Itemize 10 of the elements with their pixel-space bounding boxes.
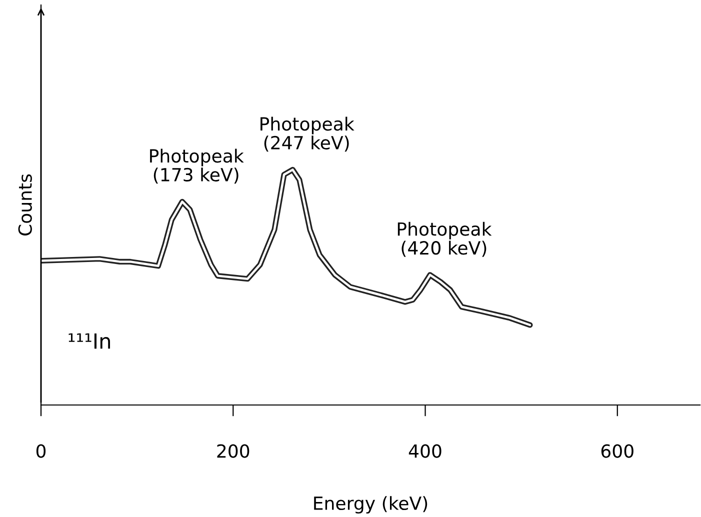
x-tick-label: 400 xyxy=(408,444,442,458)
annotation: Photopeak (420 keV) xyxy=(398,222,492,257)
x-tick-label: 200 xyxy=(217,444,250,458)
annotation: Photopeak (247 keV) xyxy=(260,116,354,152)
x-tick-label: 600 xyxy=(601,444,634,458)
y-axis-title: Counts xyxy=(18,174,32,236)
x-tick-label: 0 xyxy=(36,444,46,458)
x-axis-title: Energy (keV) xyxy=(314,496,428,514)
annotation: ¹¹¹In xyxy=(68,333,110,349)
annotation: Photopeak (173 keV) xyxy=(150,148,244,184)
